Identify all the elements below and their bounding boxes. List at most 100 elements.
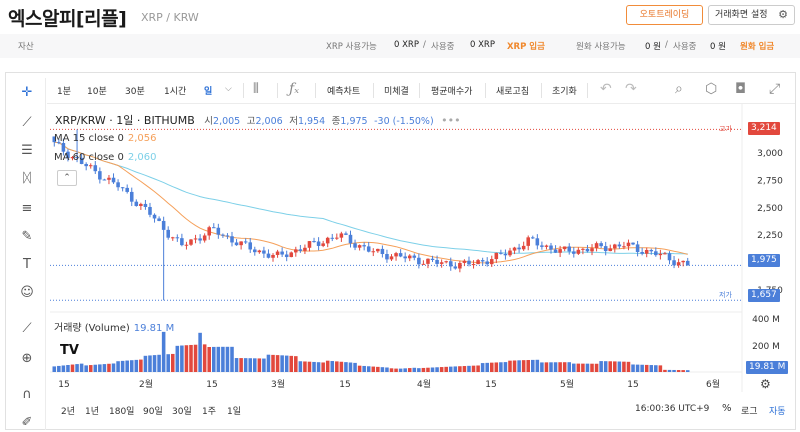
ruler-icon[interactable]: ⟋ [22, 321, 32, 336]
tradingview-logo: TV [60, 343, 79, 358]
ma15-legend: MA 15 close 0 2,056 [54, 133, 157, 144]
fib-icon[interactable]: ≡ [21, 201, 33, 216]
change-value: -30 (-1.50%) [374, 116, 434, 127]
xrp-deposit-link[interactable]: XRP 입금 [507, 42, 545, 52]
xrp-available-label: XRP 사용가능 [326, 42, 377, 52]
indicator-fx-icon[interactable]: ƒₓ [289, 81, 300, 97]
screen-settings-button[interactable]: 거래화면 설정 ⚙ [708, 5, 795, 25]
range-2y[interactable]: 2년 [61, 407, 76, 417]
collapse-legend-button[interactable]: ⌃ [57, 170, 77, 186]
low-label: 저 [289, 116, 298, 127]
divider [541, 83, 542, 98]
xrp-in-use-value: 0 XRP [470, 40, 495, 50]
range-90d[interactable]: 90일 [143, 407, 163, 417]
volume-value: 19.81 M [133, 323, 175, 334]
range-180d[interactable]: 180일 [109, 407, 135, 417]
interval-1m[interactable]: 1분 [57, 87, 72, 97]
screen-settings-label: 거래화면 설정 [715, 10, 768, 20]
fullscreen-icon[interactable]: ⤢ [769, 81, 781, 97]
clock-time: 16:00:36 UTC+9 [635, 404, 710, 414]
text-icon[interactable]: T [23, 257, 31, 272]
divider [485, 83, 486, 98]
emoji-icon[interactable]: ☺ [20, 285, 34, 300]
divider [587, 83, 588, 98]
divider [243, 83, 244, 98]
high-price-label: 고가 [719, 125, 732, 133]
ma60-value: 2,060 [127, 152, 157, 163]
auto-scale-toggle[interactable]: 자동 [769, 407, 786, 417]
pencil-lock-icon[interactable]: ✐ [21, 415, 33, 430]
ma15-value: 2,056 [127, 133, 157, 144]
more-dots-icon[interactable]: ••• [441, 114, 461, 127]
interval-1h[interactable]: 1시간 [164, 87, 187, 97]
volume-label: 거래량 (Volume) [54, 323, 130, 334]
divider [419, 83, 420, 98]
low-price-label: 저가 [719, 291, 732, 299]
range-1w[interactable]: 1주 [202, 407, 217, 417]
high-value: 2,006 [255, 116, 283, 127]
interval-10m[interactable]: 10분 [87, 87, 107, 97]
current-price-tag: 1,975 [748, 254, 780, 267]
range-30d[interactable]: 30일 [172, 407, 192, 417]
krw-in-use-value: 0 원 [710, 42, 726, 52]
ma15-label: MA 15 close 0 [54, 133, 124, 144]
chevron-down-icon[interactable]: ⌵ [225, 84, 232, 94]
auto-trading-button[interactable]: 오토트레이딩 [626, 5, 703, 25]
ma60-legend: MA 60 close 0 2,060 [54, 152, 157, 163]
volume-legend: 거래량 (Volume) 19.81 M [54, 319, 174, 334]
separator: / [423, 40, 426, 50]
trendline-icon[interactable]: ⟋ [22, 115, 32, 130]
unfilled-orders-button[interactable]: 미체결 [384, 87, 409, 97]
drawing-toolbar: ✛ ⟋ ☰ ᛞ ≡ ✎ T ☺ ⟋ ⊕ ∩ ✐ [6, 78, 46, 430]
pattern-icon[interactable]: ᛞ [23, 171, 31, 186]
chart-panel [5, 72, 796, 430]
asset-info-bar: 자산 XRP 사용가능 0 XRP / 사용중 0 XRP XRP 입금 원화 … [0, 34, 800, 58]
page-title: 엑스알피[리플] [8, 8, 127, 30]
redo-icon[interactable]: ↷ [625, 81, 637, 97]
zoom-icon[interactable]: ⊕ [21, 351, 33, 366]
camera-icon[interactable]: ◘ [735, 81, 747, 97]
high-label: 고 [246, 116, 256, 127]
search-chart-icon[interactable]: ⌕ [675, 81, 683, 97]
ma60-label: MA 60 close 0 [54, 152, 124, 163]
low-value: 1,954 [297, 116, 326, 127]
undo-icon[interactable]: ↶ [600, 81, 612, 97]
settings-hex-icon[interactable]: ⬡ [705, 81, 718, 97]
symbol-label: XRP/KRW · 1일 · BITHUMB [55, 114, 195, 127]
range-bar: 2년 1년 180일 90일 30일 1주 1일 16:00:36 UTC+9 … [47, 402, 795, 422]
range-1y[interactable]: 1년 [85, 407, 100, 417]
page-subtitle: XRP / KRW [141, 11, 199, 24]
krw-deposit-link[interactable]: 원화 입금 [740, 42, 775, 52]
high-price-tag: 3,214 [748, 122, 780, 135]
current-volume-tag: 19.81 M [746, 361, 789, 374]
interval-day[interactable]: 일 [204, 87, 213, 97]
interval-30m[interactable]: 30분 [125, 87, 145, 97]
horizontal-lines-icon[interactable]: ☰ [21, 143, 33, 158]
krw-available-value: 0 원 [645, 42, 661, 52]
forecast-chart-button[interactable]: 예측차트 [327, 87, 361, 97]
close-value: 1,975 [340, 116, 368, 127]
range-1d[interactable]: 1일 [227, 407, 242, 417]
avg-buy-price-button[interactable]: 평균매수가 [431, 87, 473, 97]
percent-toggle[interactable]: % [722, 403, 732, 414]
open-value: 2,005 [213, 116, 241, 127]
divider [373, 83, 374, 98]
separator-2: / [665, 40, 668, 50]
settings-cog-icon[interactable]: ⚙ [760, 377, 771, 391]
magnet-icon[interactable]: ∩ [22, 387, 32, 402]
refresh-button[interactable]: 새로고침 [496, 87, 530, 97]
divider [277, 83, 278, 98]
asset-label: 자산 [18, 42, 34, 52]
xrp-in-use-label: 사용중 [431, 42, 455, 52]
crosshair-icon[interactable]: ✛ [21, 85, 33, 100]
log-toggle[interactable]: 로그 [741, 407, 758, 417]
reset-button[interactable]: 초기화 [552, 87, 577, 97]
candle-type-icon[interactable]: ⫴ [253, 81, 259, 97]
krw-available-label: 원화 사용가능 [576, 42, 626, 52]
brush-icon[interactable]: ✎ [21, 229, 33, 244]
open-label: 시 [204, 116, 214, 127]
xrp-available-value: 0 XRP [394, 40, 419, 50]
chart-toolbar: 1분 10분 30분 1시간 일 ⌵ ⫴ ƒₓ 예측차트 미체결 평균매수가 새… [47, 78, 795, 104]
divider [315, 83, 316, 98]
header: 엑스알피[리플] XRP / KRW 오토트레이딩 거래화면 설정 ⚙ [0, 0, 800, 32]
